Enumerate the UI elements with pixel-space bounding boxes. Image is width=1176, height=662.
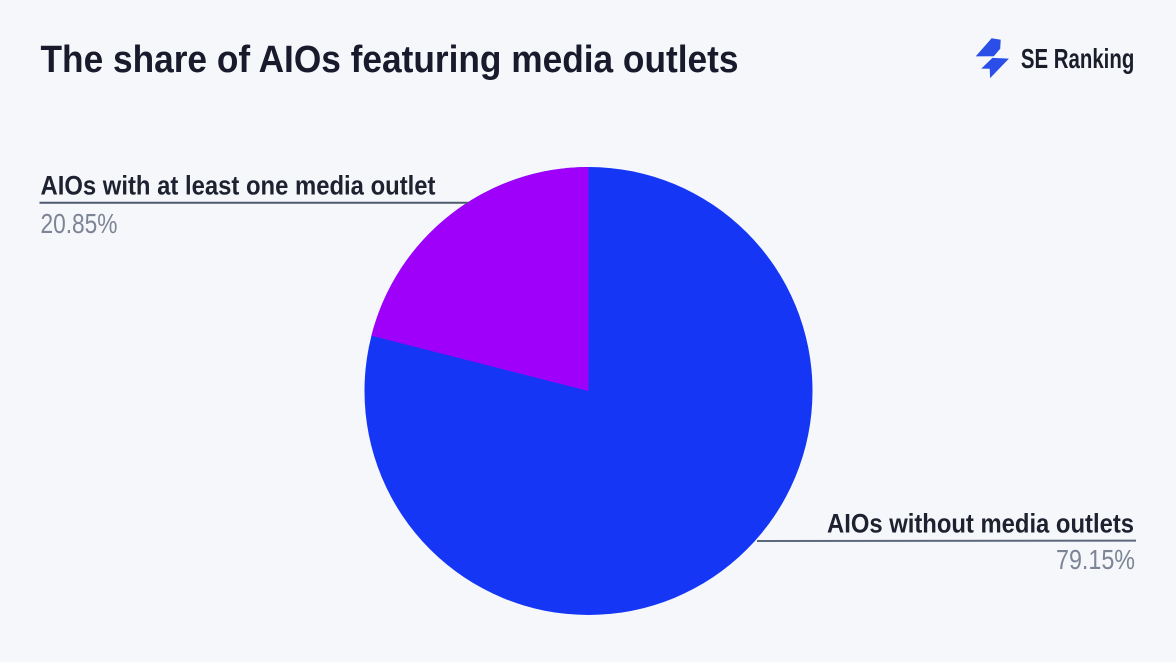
svg-text:79.15%: 79.15% xyxy=(1056,544,1135,575)
svg-text:20.85%: 20.85% xyxy=(41,208,118,239)
svg-text:SE Ranking: SE Ranking xyxy=(1021,43,1134,74)
svg-text:AIOs without media outlets: AIOs without media outlets xyxy=(827,509,1134,539)
svg-text:AIOs with at least one media o: AIOs with at least one media outlet xyxy=(41,170,436,200)
svg-text:The share of AIOs featuring me: The share of AIOs featuring media outlet… xyxy=(41,39,739,81)
